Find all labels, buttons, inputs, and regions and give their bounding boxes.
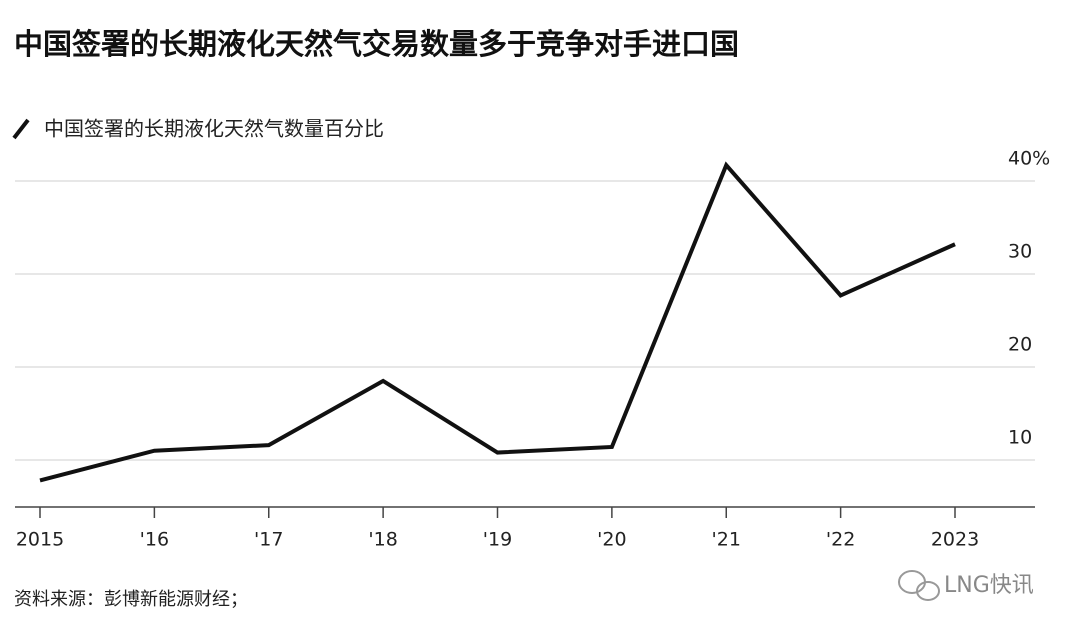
- x-tick-label: '20: [597, 529, 626, 551]
- x-tick-label: '18: [368, 529, 397, 551]
- x-tick-label: 2015: [16, 529, 64, 551]
- x-tick-label: 2023: [931, 529, 979, 551]
- x-tick-label: '22: [826, 529, 855, 551]
- watermark: LNG快讯: [944, 573, 1034, 598]
- y-tick-label: 40%: [1008, 148, 1050, 170]
- x-tick-label: '16: [140, 529, 169, 551]
- watermark-icon: [898, 570, 940, 601]
- legend-label: 中国签署的长期液化天然气数量百分比: [44, 117, 384, 141]
- data-line: [39, 161, 956, 483]
- x-tick-label: '17: [254, 529, 283, 551]
- y-tick-label: 20: [1008, 334, 1032, 356]
- y-tick-label: 30: [1008, 241, 1032, 263]
- chart-title: 中国签署的长期液化天然气交易数量多于竞争对手进口国: [14, 27, 739, 61]
- x-tick-label: '19: [483, 529, 512, 551]
- x-tick-label: '21: [712, 529, 741, 551]
- y-tick-label: 10: [1008, 427, 1032, 449]
- source-note: 资料来源：彭博新能源财经；: [14, 589, 248, 610]
- legend-swatch: [12, 118, 30, 140]
